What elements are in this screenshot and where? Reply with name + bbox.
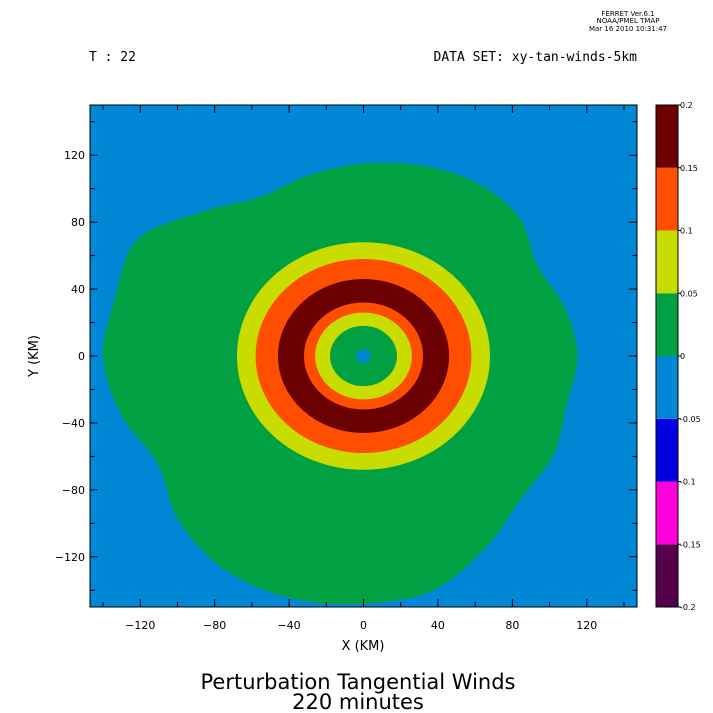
colorbar-label: -0.05 [680,415,701,424]
y-tick-label: 40 [71,283,85,296]
y-axis-label: Y (KM) [27,335,42,378]
colorbar-label: 0.1 [680,227,693,236]
x-tick-label: −80 [203,619,226,632]
software-org: NOAA/PMEL TMAP [597,17,660,25]
software-timestamp: Mar 16 2010 10:31:47 [589,25,667,33]
colorbar-label: 0.2 [680,101,693,110]
x-axis-label: X (KM) [342,639,385,654]
y-tick-label: 0 [78,350,85,363]
eye [356,349,371,363]
colorbar-label: -0.2 [680,603,696,612]
colorbar-label: -0.1 [680,478,696,487]
field-rings [236,242,491,470]
x-axis: −120 −80 −40 0 40 80 120 [102,105,625,632]
x-tick-label: −120 [125,619,155,632]
y-tick-label: −120 [55,551,85,564]
colorbar-swatch [656,418,678,482]
y-tick-label: 80 [71,216,85,229]
colorbar-label: 0.05 [680,289,698,298]
colorbar-swatch [656,105,678,168]
figure-subtitle: 220 minutes [292,690,424,713]
software-name: FERRET Ver.6.1 [601,10,654,18]
x-tick-label: 40 [431,619,445,632]
time-label: T : 22 [89,50,136,65]
x-tick-label: 120 [576,619,597,632]
y-axis: −120 −80 −40 0 40 80 120 [55,121,637,591]
x-tick-label: 0 [360,619,367,632]
software-stamp: FERRET Ver.6.1 NOAA/PMEL TMAP Mar 16 201… [589,10,667,33]
x-tick-label: −40 [277,619,300,632]
figure-title: Perturbation Tangential Winds [201,670,516,694]
colorbar: -0.2 -0.15 -0.1 -0.05 0 0.05 0.1 0.15 0.2 [655,101,701,612]
y-tick-label: 120 [64,149,85,162]
colorbar-swatch [656,230,678,294]
colorbar-swatch [656,544,678,607]
colorbar-label: 0 [680,352,685,361]
y-tick-label: −40 [62,417,85,430]
colorbar-swatch [656,481,678,545]
plot-area [90,105,637,607]
colorbar-swatch [656,167,678,231]
colorbar-swatch [656,356,678,419]
colorbar-label: -0.15 [680,540,701,549]
colorbar-label: 0.15 [680,164,698,173]
colorbar-swatch [656,293,678,356]
x-tick-label: 80 [505,619,519,632]
dataset-label: DATA SET: xy-tan-winds-5km [434,50,638,65]
y-tick-label: −80 [62,484,85,497]
